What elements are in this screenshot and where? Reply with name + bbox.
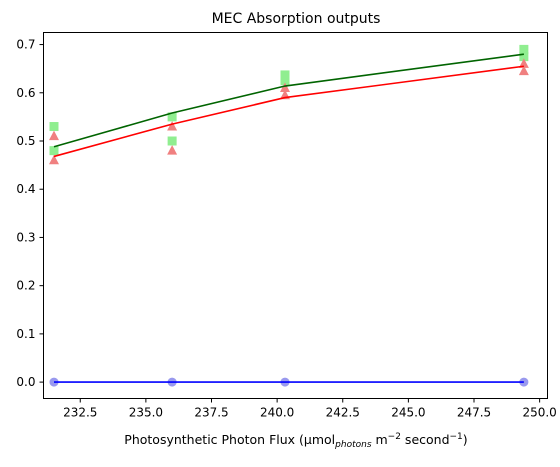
y-tick-label: 0.7 bbox=[16, 38, 35, 52]
series-1-point bbox=[49, 154, 59, 165]
x-tick-label: 235.0 bbox=[129, 406, 163, 420]
series-0-point bbox=[167, 136, 177, 146]
series-0-point bbox=[519, 52, 529, 62]
y-tick-label: 0.5 bbox=[16, 134, 35, 148]
chart-title: MEC Absorption outputs bbox=[212, 11, 381, 27]
plot-marks bbox=[49, 44, 529, 387]
series-1-point bbox=[167, 145, 178, 155]
x-tick-label: 250.0 bbox=[522, 406, 556, 420]
x-axis-label: Photosynthetic Photon Flux (µmolphotons … bbox=[124, 432, 467, 450]
y-tick-label: 0.4 bbox=[16, 182, 35, 196]
x-axis-label-sup2: −1 bbox=[450, 432, 463, 442]
x-axis-label-mid2: second bbox=[401, 432, 450, 447]
x-tick-label: 237.5 bbox=[194, 406, 228, 420]
series-0-point bbox=[280, 76, 290, 86]
plot-frame bbox=[43, 32, 548, 399]
y-tick-label: 0.1 bbox=[16, 327, 35, 341]
x-axis-label-prefix: Photosynthetic Photon Flux (µmol bbox=[124, 432, 335, 447]
series-0-point bbox=[49, 146, 59, 156]
series-1-point bbox=[49, 130, 59, 141]
series-0-point bbox=[167, 112, 177, 122]
series-1-point bbox=[280, 82, 290, 92]
series-0-point bbox=[280, 70, 290, 80]
x-tick-label: 240.0 bbox=[260, 406, 294, 420]
series-1-line bbox=[53, 65, 524, 158]
x-tick-label: 242.5 bbox=[326, 406, 360, 420]
axis-ticks: 232.5 235.0 237.5 240.0 242.5 245.0 247.5 250.0… bbox=[16, 38, 556, 420]
x-axis-label-suffix: ) bbox=[463, 432, 468, 447]
y-tick-label: 0.6 bbox=[16, 86, 35, 100]
series-0-line bbox=[53, 53, 524, 148]
x-tick-label: 245.0 bbox=[391, 406, 425, 420]
x-tick-label: 247.5 bbox=[457, 406, 491, 420]
y-tick-label: 0.2 bbox=[16, 279, 35, 293]
x-axis-label-sup1: −2 bbox=[388, 432, 401, 442]
series-0-point bbox=[49, 122, 59, 132]
x-axis-label-sub: photons bbox=[334, 440, 372, 450]
series-1-point bbox=[167, 121, 178, 131]
y-tick-label: 0.0 bbox=[16, 375, 35, 389]
series-0-point bbox=[519, 44, 529, 54]
series-1-point bbox=[518, 65, 529, 76]
x-tick-label: 232.5 bbox=[63, 406, 97, 420]
series-1-point bbox=[518, 58, 529, 68]
x-axis-label-mid: m bbox=[372, 432, 388, 447]
y-tick-label: 0.3 bbox=[16, 230, 35, 244]
